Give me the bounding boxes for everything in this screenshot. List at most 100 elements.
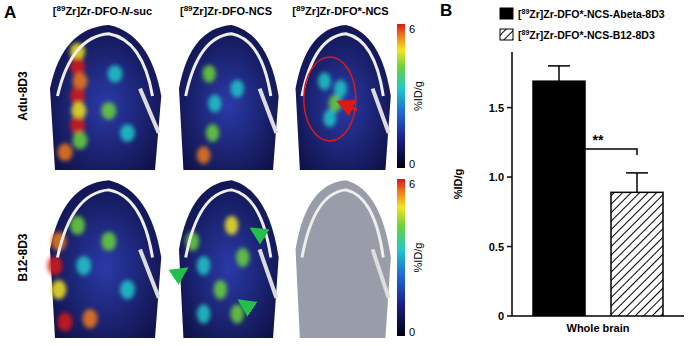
uptake-blob [214, 280, 227, 299]
uptake-blob [101, 102, 116, 120]
uptake-blob [83, 309, 98, 328]
row-label: B12-8D3 [16, 233, 30, 281]
panel-label: A [4, 3, 16, 22]
skull-ct [186, 190, 271, 258]
uptake-blob [225, 216, 238, 235]
head-signal [296, 180, 391, 338]
error-line [636, 173, 638, 192]
skull-ct [58, 190, 153, 258]
pet-image [40, 177, 165, 338]
image-bg [287, 22, 394, 170]
uptake-blob [323, 109, 336, 127]
column-header: [89Zr]Zr-DFO-N-suc [53, 4, 152, 17]
uptake-blob [101, 232, 116, 251]
pet-image [170, 177, 282, 338]
y-tick-label: 1.5 [489, 102, 504, 114]
legend-label: [89Zr]Zr-DFO*-NCS-Abeta-8D3 [518, 8, 665, 20]
category-label: Whole brain [567, 322, 630, 334]
uptake-blob [208, 95, 221, 113]
uptake-blob [318, 72, 331, 90]
legend-swatch [500, 8, 513, 19]
y-tick [507, 107, 512, 109]
skull-ct [186, 34, 271, 96]
error-line [558, 66, 560, 81]
significance-bracket [559, 149, 637, 155]
uptake-blob [108, 65, 123, 83]
uptake-blob [197, 304, 210, 323]
pet-image [287, 22, 394, 170]
tooth-ct [140, 89, 159, 133]
bars [533, 66, 663, 316]
uptake-blob [58, 143, 73, 161]
y-axis [511, 52, 513, 316]
y-tick [507, 246, 512, 248]
pet-image [287, 177, 394, 338]
green-arrow [174, 269, 186, 277]
uptake-blob [120, 280, 135, 299]
uptake-blob [73, 72, 88, 90]
image-bg [170, 22, 282, 170]
y-axis-label: %ID/g [452, 169, 464, 200]
legend-label: [89Zr]Zr-DFO*-NCS-B12-8D3 [518, 29, 655, 41]
colorbar [397, 179, 405, 336]
column-header: [89Zr]Zr-DFO-NCS [180, 4, 272, 17]
roi-ellipse [304, 57, 356, 141]
column-header: [89Zr]Zr-DFO*-NCS [292, 4, 388, 17]
image-bg [40, 22, 165, 170]
tooth-ct [260, 249, 277, 297]
uptake-blob [236, 248, 249, 267]
row-label: Adu-8D3 [16, 71, 30, 121]
tooth-ct [260, 89, 277, 133]
uptake-blob [334, 80, 347, 98]
y-tick-label: 1.0 [489, 171, 504, 183]
green-arrow [240, 301, 252, 309]
colorbar-label: %ID/g [412, 243, 424, 273]
panel-label: B [440, 1, 452, 20]
uptake-blob [70, 117, 85, 135]
uptake-blob [76, 256, 91, 275]
pet-image [170, 22, 282, 170]
y-tick [507, 176, 512, 178]
image-bg [287, 177, 394, 338]
bar [611, 192, 663, 316]
error-cap [548, 65, 570, 67]
red-arrow [339, 102, 357, 110]
colorbar-max: 6 [409, 23, 415, 35]
green-arrow [252, 229, 265, 237]
head-signal [50, 180, 161, 338]
head-signal [50, 25, 161, 170]
uptake-blob [206, 124, 219, 142]
image-bg [170, 177, 282, 338]
uptake-blob [120, 124, 135, 142]
uptake-blob [73, 132, 88, 150]
colorbar-max: 6 [409, 178, 415, 190]
head-signal [179, 180, 279, 338]
uptake-blob [202, 65, 215, 83]
uptake-blob [230, 304, 243, 323]
uptake-blobs [318, 72, 347, 127]
uptake-blobs [197, 65, 244, 164]
uptake-blobs [48, 216, 136, 332]
uptake-blob [197, 256, 210, 275]
colorbar [397, 24, 405, 168]
uptake-blobs [186, 216, 250, 324]
uptake-blob [58, 312, 73, 331]
head-signal [296, 25, 391, 170]
tooth-ct [373, 249, 389, 297]
error-cap [626, 172, 648, 174]
pet-image [40, 22, 165, 170]
uptake-blob [230, 80, 243, 98]
colorbar-label: %ID/g [412, 81, 424, 111]
uptake-blob [197, 146, 210, 164]
significance-label: ** [593, 132, 604, 148]
image-bg [40, 177, 165, 338]
skull-ct [302, 190, 383, 258]
skull-ct [58, 34, 153, 96]
uptake-blob [48, 256, 63, 275]
colorbar-min: 0 [409, 158, 415, 170]
error-bar [548, 66, 570, 81]
error-bar [626, 173, 648, 192]
uptake-blob [51, 280, 66, 299]
y-tick-label: 0 [498, 310, 504, 322]
head-signal [179, 25, 279, 170]
